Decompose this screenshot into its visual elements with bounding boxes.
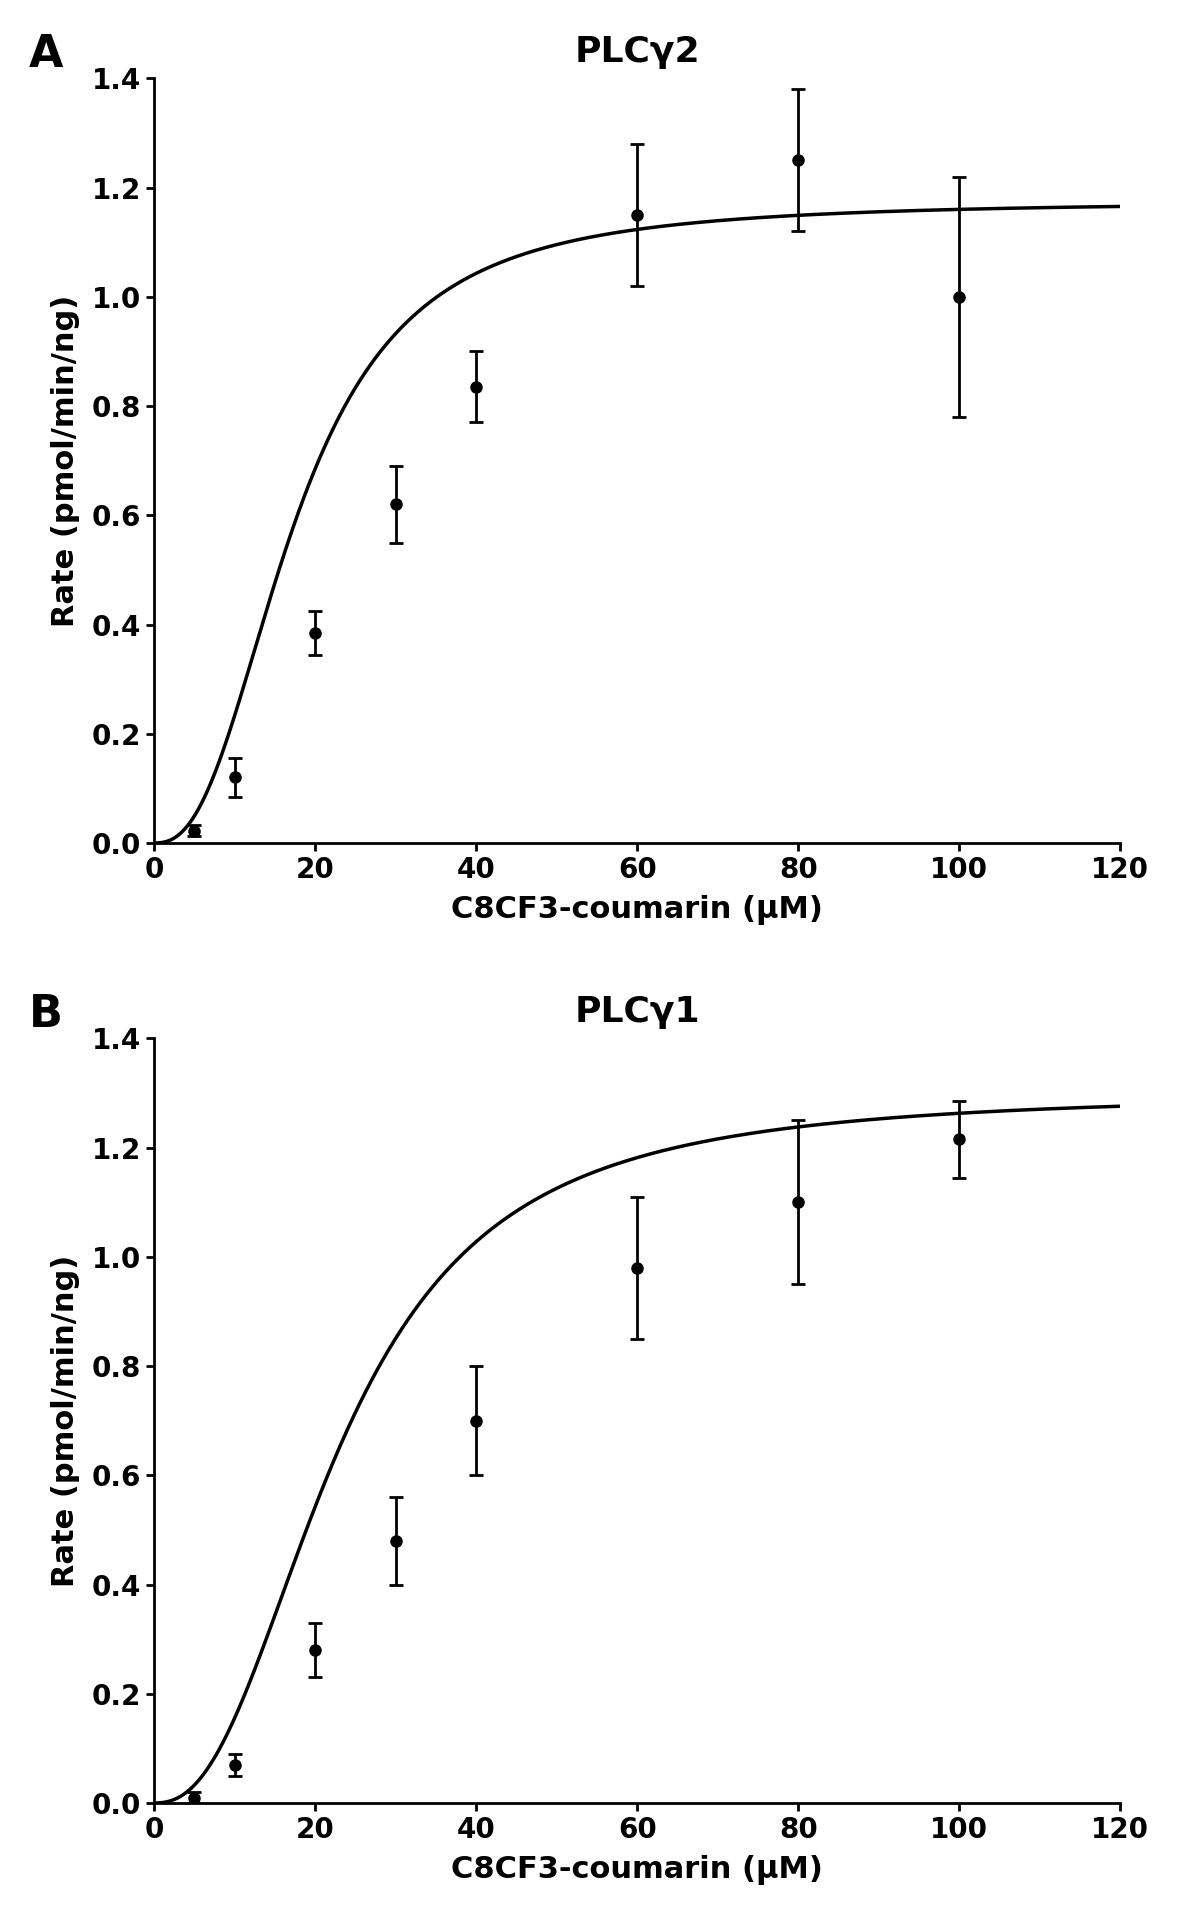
Text: A: A (28, 33, 63, 75)
Text: B: B (28, 993, 63, 1035)
X-axis label: C8CF3-coumarin (μM): C8CF3-coumarin (μM) (451, 895, 823, 925)
Title: PLCγ2: PLCγ2 (574, 35, 700, 69)
Y-axis label: Rate (pmol/min/ng): Rate (pmol/min/ng) (51, 1254, 81, 1586)
Y-axis label: Rate (pmol/min/ng): Rate (pmol/min/ng) (51, 294, 81, 626)
Title: PLCγ1: PLCγ1 (574, 995, 700, 1029)
X-axis label: C8CF3-coumarin (μM): C8CF3-coumarin (μM) (451, 1855, 823, 1885)
